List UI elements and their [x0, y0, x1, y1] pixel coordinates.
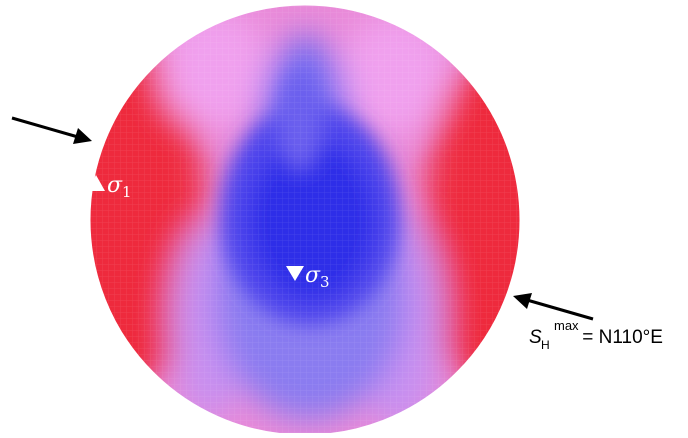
shmax-superscript: max — [554, 318, 579, 333]
sigma1-subscript: 1 — [122, 183, 132, 201]
shmax-annotation: S H max = N110°E — [529, 318, 663, 352]
sigma3-marker: σ 3 — [286, 263, 330, 291]
shmax-arrow-east — [513, 293, 594, 321]
shmax-arrow-west — [11, 116, 92, 144]
sigma3-subscript: 3 — [320, 273, 330, 291]
triangle-down-icon — [286, 266, 304, 281]
sigma3-label: σ — [305, 263, 321, 288]
density-field — [90, 5, 520, 435]
shmax-subscript: H — [541, 338, 550, 352]
shmax-value: = N110°E — [577, 327, 663, 348]
sigma1-marker: σ 1 — [87, 173, 132, 201]
sigma1-label: σ — [107, 173, 123, 198]
triangle-up-icon — [87, 175, 105, 191]
shmax-base: S — [529, 327, 542, 348]
